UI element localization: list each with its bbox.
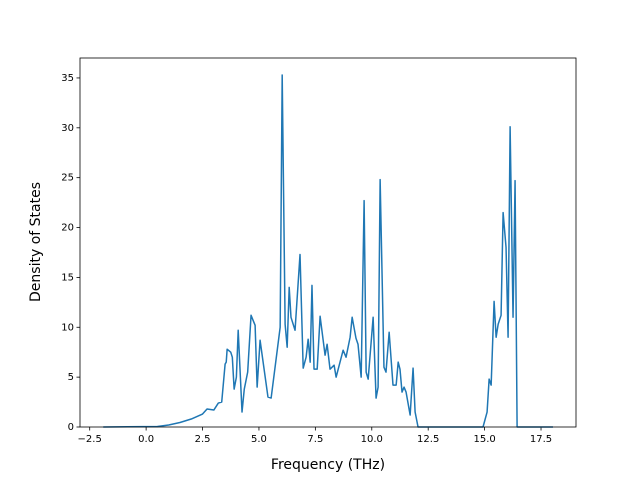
data-line bbox=[103, 74, 553, 428]
y-tick-label: 5 bbox=[68, 372, 74, 383]
x-tick-label: 15.0 bbox=[473, 434, 495, 445]
x-tick-label: 12.5 bbox=[417, 434, 439, 445]
x-tick-label: 2.5 bbox=[195, 434, 211, 445]
y-axis-label: Density of States bbox=[28, 182, 44, 302]
y-tick-label: 35 bbox=[61, 73, 74, 84]
plot-frame bbox=[79, 57, 577, 428]
x-tick-label: 7.5 bbox=[307, 434, 323, 445]
y-tick-label: 15 bbox=[61, 272, 74, 283]
x-tick-label: −2.5 bbox=[78, 434, 102, 445]
y-tick-label: 10 bbox=[61, 322, 74, 333]
x-axis-label: Frequency (THz) bbox=[271, 457, 385, 473]
x-tick-label: 0.0 bbox=[138, 434, 154, 445]
y-tick-label: 0 bbox=[68, 422, 74, 433]
y-tick-label: 25 bbox=[61, 173, 74, 184]
x-tick-label: 5.0 bbox=[251, 434, 267, 445]
x-tick-label: 17.5 bbox=[530, 434, 552, 445]
y-tick-label: 30 bbox=[61, 123, 74, 134]
x-tick-label: 10.0 bbox=[361, 434, 383, 445]
y-tick-label: 20 bbox=[61, 223, 74, 234]
